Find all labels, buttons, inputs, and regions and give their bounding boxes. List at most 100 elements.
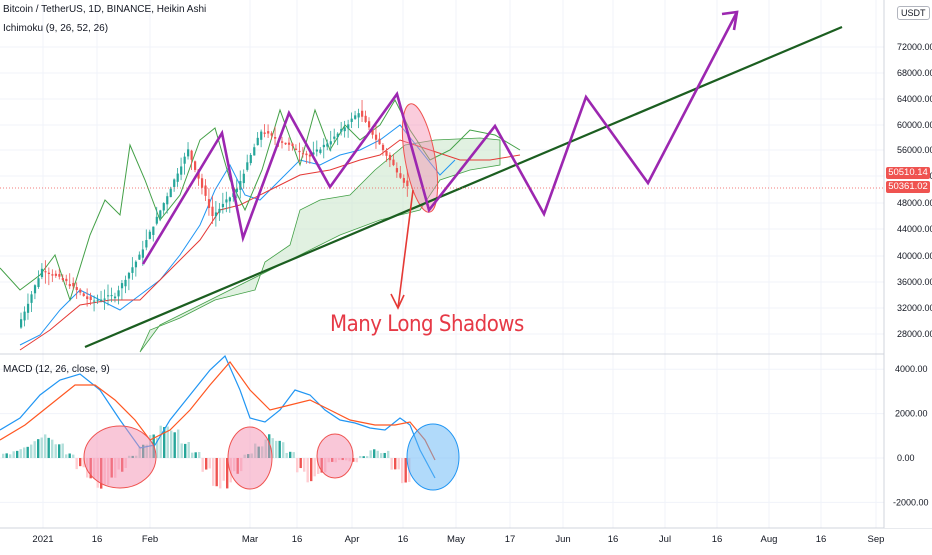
candle-body xyxy=(319,149,322,153)
macd-histogram-bar xyxy=(222,458,225,481)
candle-body xyxy=(166,196,169,205)
macd-histogram-bar xyxy=(68,453,71,458)
candle-body xyxy=(120,283,124,289)
macd-histogram-bar xyxy=(58,444,61,458)
candle-body xyxy=(54,273,57,276)
candle-body xyxy=(40,268,44,278)
macd-histogram-bar xyxy=(359,455,362,458)
macd-histogram-bar xyxy=(72,454,75,458)
macd-histogram-bar xyxy=(289,451,292,458)
macd-histogram-bar xyxy=(180,443,183,458)
macd-histogram-bar xyxy=(65,454,68,458)
candle-body xyxy=(107,295,110,297)
price-tick-label: 60000.00 xyxy=(897,120,932,130)
macd-tick-label: 4000.00 xyxy=(895,364,928,374)
macd-histogram-bar xyxy=(299,458,302,469)
macd-histogram-bar xyxy=(369,450,372,458)
candle-body xyxy=(65,278,68,282)
macd-legend[interactable]: MACD (12, 26, close, 9) xyxy=(3,364,110,375)
price-tick-label: 64000.00 xyxy=(897,94,932,104)
symbol-legend[interactable]: Bitcoin / TetherUS, 1D, BINANCE, Heikin … xyxy=(3,4,207,15)
candle-body xyxy=(159,210,162,218)
candle-body xyxy=(194,161,197,170)
macd-tick-label: 0.00 xyxy=(897,453,915,463)
macd-histogram-bar xyxy=(390,458,393,470)
candle-body xyxy=(322,144,325,148)
time-tick-label: 16 xyxy=(712,534,723,545)
time-tick-label: Jun xyxy=(555,534,570,545)
candle-body xyxy=(284,142,287,145)
projection-arrowhead xyxy=(721,10,739,31)
time-tick-label: May xyxy=(447,534,465,545)
annotation-text: Many Long Shadows xyxy=(330,312,524,337)
macd-histogram-bar xyxy=(292,452,295,458)
macd-histogram-bar xyxy=(191,452,194,458)
time-tick-label: Apr xyxy=(345,534,360,545)
annotation-arrow xyxy=(397,189,414,309)
candle-body xyxy=(23,311,26,321)
candle-body xyxy=(103,298,106,300)
price-tick-label: 32000.00 xyxy=(897,303,932,313)
macd-histogram-bar xyxy=(2,453,5,458)
macd-histogram-bar xyxy=(313,458,316,477)
price-tick-label: 56000.00 xyxy=(897,145,932,155)
price-tick-label: 44000.00 xyxy=(897,224,932,234)
candle-body xyxy=(61,278,64,280)
macd-histogram-bar xyxy=(303,458,306,472)
candle-body xyxy=(33,285,37,294)
candle-body xyxy=(354,115,357,119)
price-label-high: 50510.14 xyxy=(886,167,930,179)
macd-histogram-bar xyxy=(194,452,197,458)
candle-body xyxy=(392,159,395,166)
macd-histogram-bar xyxy=(170,430,173,458)
candle-body xyxy=(93,300,96,302)
candle-body xyxy=(336,133,339,138)
lagging-span xyxy=(0,98,521,302)
candle-body xyxy=(183,156,186,164)
candle-body xyxy=(204,185,207,196)
candle-body xyxy=(79,289,82,293)
macd-histogram-bar xyxy=(397,458,400,470)
candle-body xyxy=(141,249,144,258)
candle-body xyxy=(51,274,54,276)
candle-body xyxy=(260,131,263,140)
macd-histogram-bar xyxy=(296,458,299,473)
candle-body xyxy=(308,154,312,157)
candle-body xyxy=(374,134,378,140)
ichimoku-legend[interactable]: Ichimoku (9, 26, 52, 26) xyxy=(3,23,109,34)
time-tick-label: 2021 xyxy=(32,534,53,545)
macd-histogram-bar xyxy=(16,450,19,458)
candle-body xyxy=(281,141,284,143)
candle-body xyxy=(117,290,120,297)
candle-body xyxy=(37,278,40,288)
shadow-highlight-ellipse xyxy=(401,103,439,213)
candle-body xyxy=(113,296,117,299)
signal-line xyxy=(0,361,436,461)
macd-highlight-3 xyxy=(316,433,354,479)
candle-body xyxy=(357,113,360,118)
macd-tick-label: 2000.00 xyxy=(895,409,928,419)
time-tick-label: Sep xyxy=(868,534,885,545)
macd-histogram-bar xyxy=(317,458,320,474)
macd-histogram-bar xyxy=(159,425,162,458)
candle-body xyxy=(169,188,172,198)
macd-histogram-bar xyxy=(366,456,369,458)
candle-body xyxy=(381,144,385,151)
macd-histogram-bar xyxy=(383,452,386,458)
candle-body xyxy=(326,143,329,147)
macd-histogram-bar xyxy=(5,453,8,458)
candle-body xyxy=(249,154,252,164)
candle-body xyxy=(315,149,318,152)
time-tick-label: 16 xyxy=(92,534,103,545)
candle-body xyxy=(350,118,353,122)
currency-button[interactable]: USDT xyxy=(897,6,930,20)
macd-highlight-2 xyxy=(227,426,273,490)
price-label-last: 50361.02 xyxy=(886,181,930,193)
macd-histogram-bar xyxy=(33,441,36,458)
time-tick-label: Jul xyxy=(659,534,671,545)
candle-body xyxy=(152,226,155,235)
candle-body xyxy=(385,150,388,156)
macd-histogram-bar xyxy=(201,458,204,472)
